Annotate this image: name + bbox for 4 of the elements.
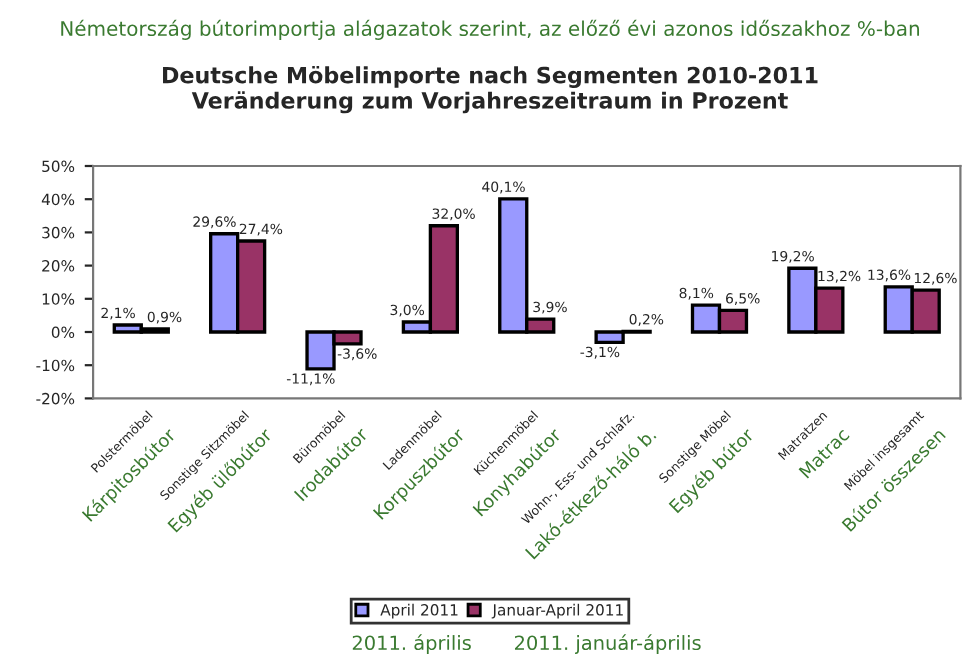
chart-subtitle: Németország bútorimportja alágazatok szerint, az előző évi azonos időszakhoz %-ban xyxy=(61,19,919,40)
chart-title: Deutsche Möbelimporte nach Segmenten 2010-2011 Veränderung zum Vorjahreszeitraum in Prozent xyxy=(163,65,818,114)
text: 2011. április xyxy=(352,634,471,654)
text: 2011. január-április xyxy=(514,634,701,654)
